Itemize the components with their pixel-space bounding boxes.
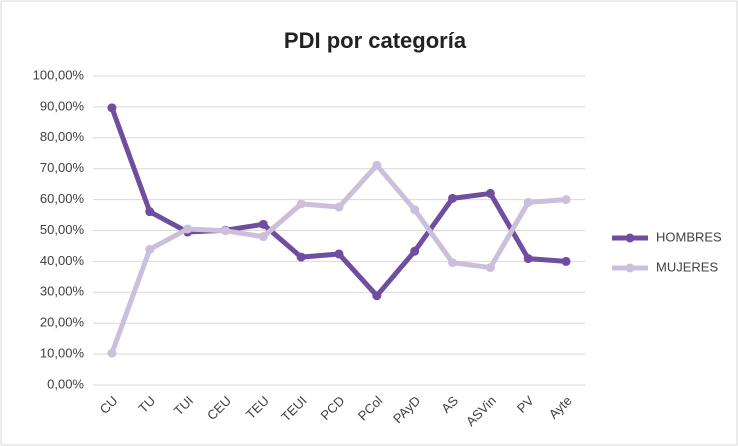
point (296, 252, 306, 262)
chart-title: PDI por categoría (284, 28, 467, 53)
point (448, 193, 458, 203)
legend-marker (625, 263, 635, 273)
point (485, 188, 495, 198)
y-tick-label: 50,00% (40, 222, 85, 237)
point (334, 202, 344, 212)
y-tick-label: 60,00% (40, 191, 85, 206)
y-tick-label: 30,00% (40, 284, 85, 299)
point (107, 348, 117, 358)
y-tick-label: 80,00% (40, 129, 85, 144)
point (296, 199, 306, 209)
point (372, 291, 382, 301)
point (258, 232, 268, 242)
y-tick-label: 100,00% (33, 67, 85, 82)
point (145, 244, 155, 254)
y-tick-label: 90,00% (40, 98, 85, 113)
point (183, 224, 193, 234)
point (145, 207, 155, 217)
y-tick-label: 70,00% (40, 160, 85, 175)
point (523, 254, 533, 264)
point (485, 263, 495, 273)
point (523, 197, 533, 207)
y-tick-label: 10,00% (40, 346, 85, 361)
point (372, 160, 382, 170)
point (220, 226, 230, 236)
y-tick-label: 0,00% (47, 376, 84, 391)
point (410, 246, 420, 256)
legend-marker (625, 233, 635, 243)
point (258, 219, 268, 229)
legend-label: HOMBRES (656, 229, 722, 244)
point (410, 205, 420, 215)
point (334, 249, 344, 259)
y-tick-label: 20,00% (40, 315, 85, 330)
point (107, 103, 117, 113)
point (561, 256, 571, 266)
y-tick-label: 40,00% (40, 253, 85, 268)
legend-label: MUJERES (656, 259, 718, 274)
point (561, 195, 571, 205)
point (448, 258, 458, 268)
